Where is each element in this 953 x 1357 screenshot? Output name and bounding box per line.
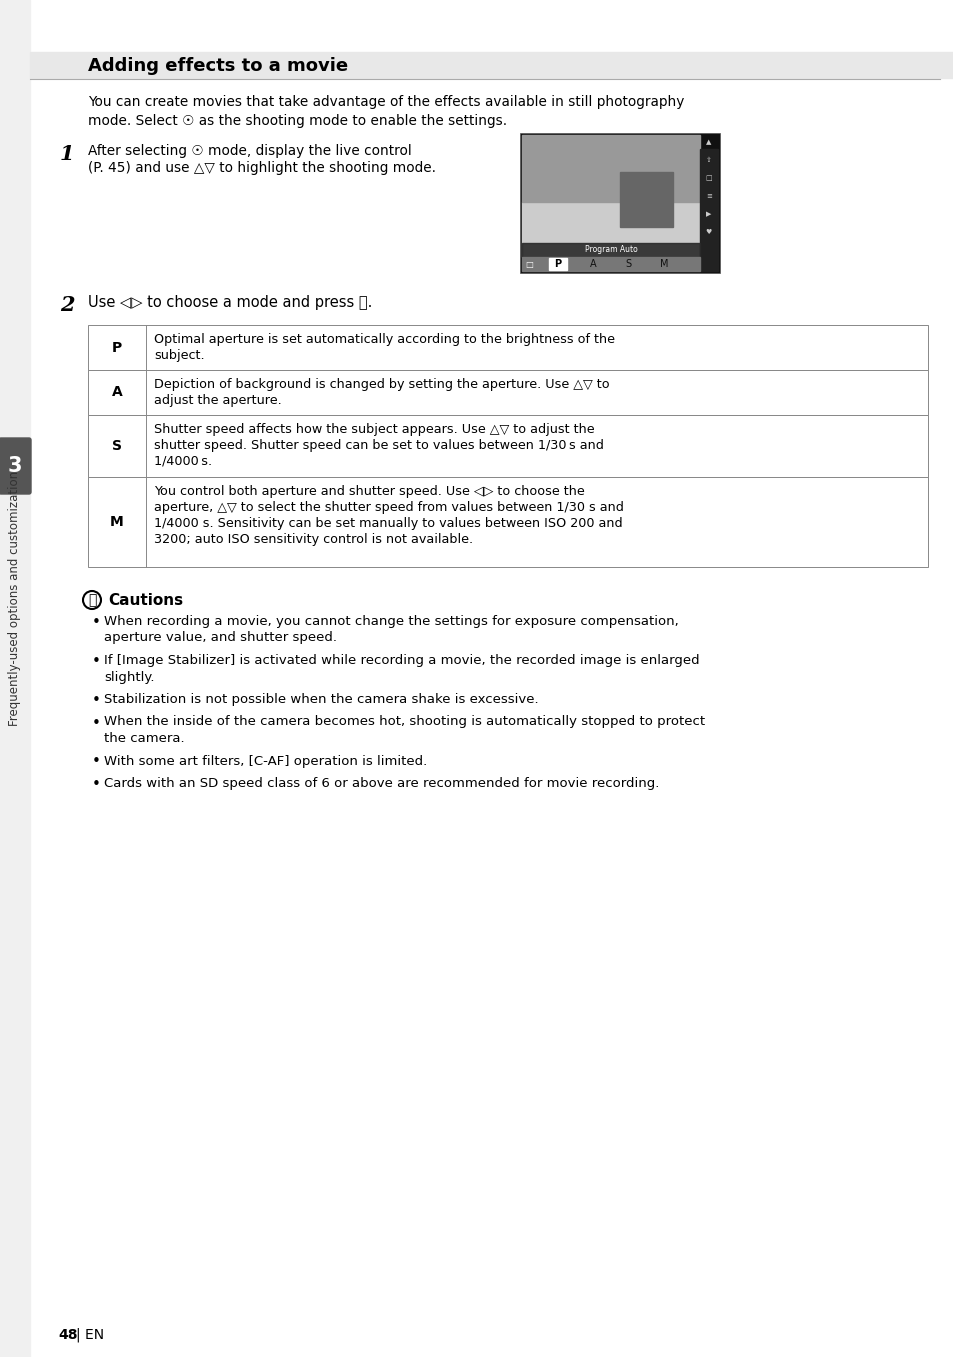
Text: adjust the aperture.: adjust the aperture.	[153, 394, 281, 407]
Text: subject.: subject.	[153, 349, 204, 362]
Text: 1/4000 s.: 1/4000 s.	[153, 455, 212, 468]
Text: After selecting ☉ mode, display the live control: After selecting ☉ mode, display the live…	[88, 144, 412, 157]
Text: shutter speed. Shutter speed can be set to values between 1/30 s and: shutter speed. Shutter speed can be set …	[153, 440, 603, 452]
Text: If [Image Stabilizer] is activated while recording a movie, the recorded image i: If [Image Stabilizer] is activated while…	[104, 654, 699, 668]
Bar	[619, 171, 673, 227]
Text: P: P	[554, 259, 560, 269]
Bar	[521, 243, 700, 256]
Text: •: •	[91, 754, 100, 769]
Bar	[88, 478, 927, 567]
Text: A: A	[589, 259, 596, 269]
Bar	[88, 415, 927, 478]
Text: •: •	[91, 654, 100, 669]
Text: ♥: ♥	[705, 229, 711, 235]
Text: 48: 48	[58, 1329, 77, 1342]
Text: the camera.: the camera.	[104, 731, 185, 745]
Text: Frequently-used options and customization: Frequently-used options and customizatio…	[9, 471, 22, 726]
Text: Adding effects to a movie: Adding effects to a movie	[88, 57, 348, 75]
Bar	[88, 324, 927, 370]
FancyBboxPatch shape	[0, 438, 30, 494]
Text: 2: 2	[60, 294, 74, 315]
Text: ⇧: ⇧	[705, 157, 711, 163]
Text: M: M	[110, 516, 124, 529]
Text: You can create movies that take advantage of the effects available in still phot: You can create movies that take advantag…	[88, 95, 683, 109]
Text: ▶: ▶	[705, 210, 711, 217]
Bar	[0, 0, 30, 1357]
Bar	[519, 133, 720, 273]
Circle shape	[83, 592, 101, 609]
Text: ▲: ▲	[705, 138, 711, 145]
Bar	[521, 256, 700, 271]
Text: Program Auto: Program Auto	[584, 246, 637, 255]
Text: A: A	[112, 385, 122, 399]
Bar	[548, 258, 566, 270]
Text: When recording a movie, you cannot change the settings for exposure compensation: When recording a movie, you cannot chang…	[104, 615, 678, 628]
Text: Depiction of background is changed by setting the aperture. Use △▽ to: Depiction of background is changed by se…	[153, 379, 609, 391]
Text: S: S	[112, 440, 122, 453]
Text: 3200; auto ISO sensitivity control is not available.: 3200; auto ISO sensitivity control is no…	[153, 533, 473, 546]
Text: •: •	[91, 693, 100, 708]
Text: 1: 1	[60, 144, 74, 164]
Text: Cautions: Cautions	[108, 593, 183, 608]
Text: 1/4000 s. Sensitivity can be set manually to values between ISO 200 and: 1/4000 s. Sensitivity can be set manuall…	[153, 517, 622, 531]
Text: When the inside of the camera becomes hot, shooting is automatically stopped to : When the inside of the camera becomes ho…	[104, 715, 704, 729]
Bar	[88, 370, 927, 415]
Text: ⓘ: ⓘ	[88, 593, 96, 607]
Text: Optimal aperture is set automatically according to the brightness of the: Optimal aperture is set automatically ac…	[153, 332, 615, 346]
Text: slightly.: slightly.	[104, 670, 154, 684]
Text: •: •	[91, 615, 100, 630]
Text: (P. 45) and use △▽ to highlight the shooting mode.: (P. 45) and use △▽ to highlight the shoo…	[88, 161, 436, 175]
Text: □: □	[524, 259, 533, 269]
Text: Use ◁▷ to choose a mode and press ⒪.: Use ◁▷ to choose a mode and press ⒪.	[88, 294, 372, 309]
Text: | EN: | EN	[76, 1327, 104, 1342]
Bar	[521, 134, 700, 202]
Text: Shutter speed affects how the subject appears. Use △▽ to adjust the: Shutter speed affects how the subject ap…	[153, 423, 594, 436]
Text: ≡: ≡	[705, 193, 711, 199]
Text: aperture value, and shutter speed.: aperture value, and shutter speed.	[104, 631, 336, 645]
Bar	[700, 149, 718, 271]
Text: Cards with an SD speed class of 6 or above are recommended for movie recording.: Cards with an SD speed class of 6 or abo…	[104, 778, 659, 790]
Text: P: P	[112, 341, 122, 354]
Text: □: □	[705, 175, 712, 180]
Text: •: •	[91, 778, 100, 792]
Text: •: •	[91, 715, 100, 730]
Text: S: S	[625, 259, 631, 269]
Text: With some art filters, [C-AF] operation is limited.: With some art filters, [C-AF] operation …	[104, 754, 427, 768]
Text: M: M	[659, 259, 668, 269]
Text: mode. Select ☉ as the shooting mode to enable the settings.: mode. Select ☉ as the shooting mode to e…	[88, 114, 507, 128]
Text: aperture, △▽ to select the shutter speed from values between 1/30 s and: aperture, △▽ to select the shutter speed…	[153, 501, 623, 514]
Text: 3: 3	[8, 456, 22, 476]
Text: You control both aperture and shutter speed. Use ◁▷ to choose the: You control both aperture and shutter sp…	[153, 484, 584, 498]
Bar	[521, 202, 700, 256]
Text: Stabilization is not possible when the camera shake is excessive.: Stabilization is not possible when the c…	[104, 693, 538, 706]
Bar	[30, 52, 953, 77]
